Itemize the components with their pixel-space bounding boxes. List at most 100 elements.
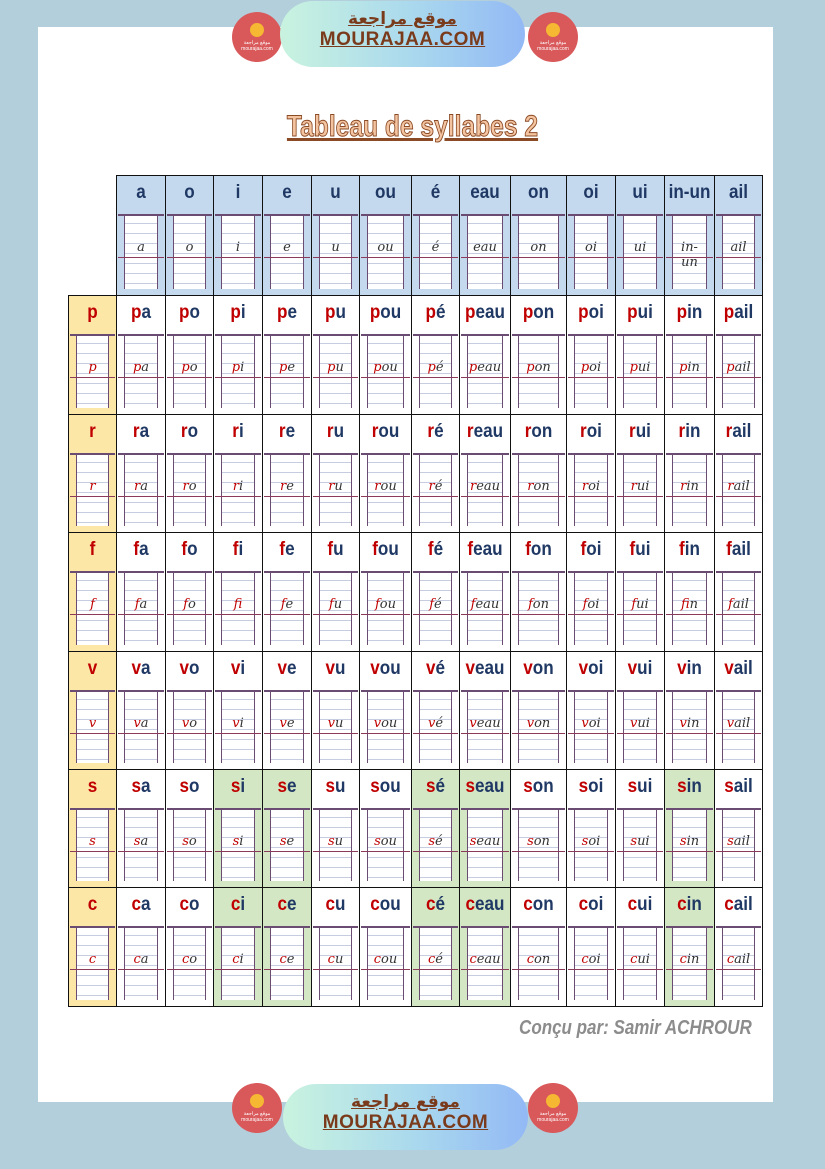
syllable-cell: sou sou [359,769,412,888]
site-banner-top[interactable]: موقع مراجعة MOURAJAA.COM [280,1,525,67]
syllable-cursive: so [182,834,197,849]
handwriting-lines: fon [512,571,565,645]
syllable-cell: pui pui [615,295,665,415]
syllable-print: ail [728,182,749,203]
banner-site[interactable]: MOURAJAA.COM [319,29,486,50]
syllable-cell: si si [213,769,263,888]
syllable-cursive: ron [527,479,550,494]
syllable-cell: vui vui [615,651,665,770]
logo-badge: موقع مراجعة mourajaa.com [232,1083,282,1133]
syllable-cell: pe pe [262,295,312,415]
handwriting-lines: fe [264,571,310,645]
syllable-cell: ve ve [262,651,312,770]
syllable-print: ceau [465,894,505,915]
syllable-cell: vi vi [213,651,263,770]
syllable-cursive: ui [633,240,647,255]
syllable-cursive: pu [327,360,344,375]
syllable-cell: vail vail [714,651,763,770]
syllable-cell: fé fé [411,532,460,652]
syllable-cursive: r [89,479,96,494]
syllable-cursive: soi [581,834,601,849]
syllable-cell: rou rou [359,414,412,533]
syllable-cell: cé cé [411,887,460,1007]
syllable-print: cui [627,894,653,915]
syllable-print: son [523,776,554,797]
syllable-cell: pu pu [311,295,360,415]
vowel-header-cell: ou ou [359,175,412,296]
syllable-cell: vin vin [664,651,715,770]
syllable-print: pon [522,302,555,323]
syllable-cursive: ce [279,952,295,967]
syllable-print: i [235,182,241,203]
banner-site[interactable]: MOURAJAA.COM [322,1112,489,1133]
syllable-cursive: cin [679,952,700,967]
syllable-cursive: on [530,240,547,255]
syllable-cursive: pi [231,360,245,375]
syllable-cursive: ou [377,240,394,255]
syllable-cursive: po [181,360,198,375]
syllable-cell: fui fui [615,532,665,652]
handwriting-lines: pon [512,334,565,408]
syllable-cell: roi roi [566,414,616,533]
syllable-print: si [230,776,246,797]
syllable-cursive: seau [469,834,501,849]
banner-arabic: موقع مراجعة [348,9,457,29]
handwriting-lines: po [167,334,212,408]
syllable-print: poi [578,302,604,323]
syllable-cursive: co [181,952,198,967]
handwriting-lines: pé [413,334,458,408]
syllable-cell: sin sin [664,769,715,888]
syllable-cursive: sui [630,834,650,849]
syllable-cell: pi pi [213,295,263,415]
syllable-print: fou [372,539,399,560]
handwriting-lines: su [313,808,358,881]
syllable-cell: se se [262,769,312,888]
syllable-print: pou [369,302,402,323]
syllable-cell: fou fou [359,532,412,652]
syllable-print: ron [524,421,553,442]
syllable-print: voi [578,658,604,679]
syllable-cursive: ve [279,716,295,731]
vowel-header-cell: oi oi [566,175,616,296]
handwriting-lines: f [70,571,115,645]
syllable-print: fo [181,539,198,560]
syllable-cursive: foi [582,597,600,612]
handwriting-lines: ci [215,926,261,1000]
syllable-print: coi [578,894,604,915]
handwriting-lines: pu [313,334,358,408]
badge-text: موقع مراجعة mourajaa.com [241,40,273,52]
handwriting-lines: fin [666,571,713,645]
syllable-cursive: s [89,834,96,849]
syllable-cell: rail rail [714,414,763,533]
site-banner-bottom[interactable]: موقع مراجعة MOURAJAA.COM [283,1084,528,1150]
syllable-print: sui [627,776,653,797]
syllable-print: v [87,658,98,679]
syllable-cell: vou vou [359,651,412,770]
syllable-cell: cui cui [615,887,665,1007]
handwriting-lines: oi [568,214,614,289]
syllable-cursive: cé [428,952,443,967]
syllable-cursive: ri [232,479,244,494]
syllable-cursive: ci [232,952,244,967]
syllable-cell: ré ré [411,414,460,533]
syllable-cursive: f [90,597,95,612]
syllable-cursive: cui [630,952,650,967]
syllable-print: ru [326,421,345,442]
syllable-cursive: fu [328,597,343,612]
syllable-print: vo [179,658,200,679]
syllable-cursive: ré [428,479,443,494]
handwriting-lines: ra [118,453,164,526]
syllable-print: peau [465,302,505,323]
syllable-cell: ra ra [116,414,166,533]
syllable-cell: ru ru [311,414,360,533]
syllable-print: p [87,302,98,323]
handwriting-lines: on [512,214,565,289]
syllable-print: soi [578,776,604,797]
syllable-print: ro [180,421,199,442]
handwriting-lines: vu [313,690,358,763]
syllable-cursive: fe [280,597,294,612]
handwriting-lines: rail [716,453,761,526]
